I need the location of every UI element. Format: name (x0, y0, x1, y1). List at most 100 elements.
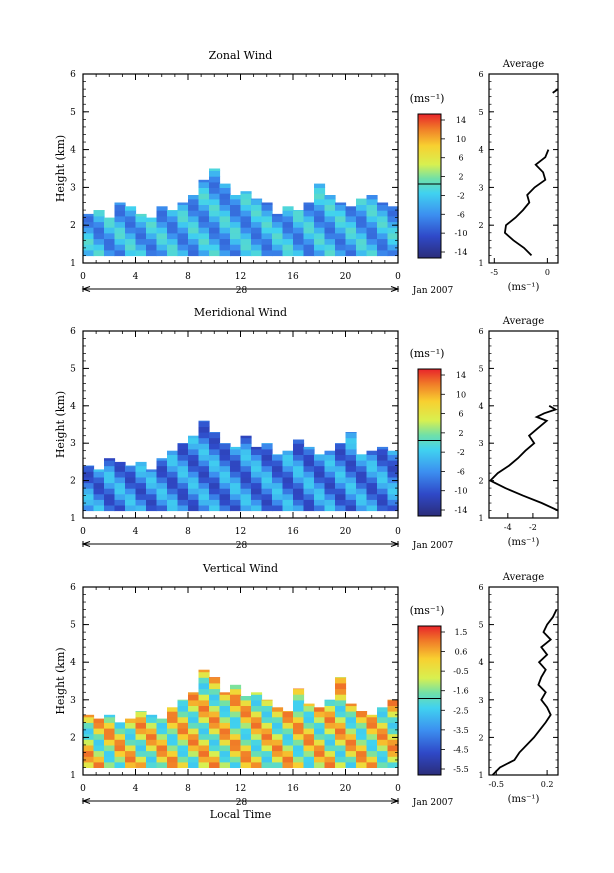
heatmap-cell (240, 249, 252, 257)
heatmap-cell (114, 733, 126, 740)
heatmap-cell (314, 739, 326, 746)
heatmap-cell (387, 465, 399, 472)
colorbar-tick-label: -2 (457, 191, 465, 200)
heatmap-cell (261, 728, 273, 735)
heatmap-cell (377, 750, 389, 757)
heatmap-cell (167, 728, 179, 735)
heatmap-cell (387, 476, 399, 484)
heatmap-cell (114, 221, 126, 228)
heatmap-cell (251, 238, 263, 245)
heatmap-cell (377, 454, 389, 461)
heatmap-cell (188, 435, 200, 439)
heatmap-cell (293, 493, 305, 500)
heatmap-cell (377, 499, 389, 506)
heatmap-cell (125, 761, 137, 768)
heatmap-cell (303, 703, 315, 707)
heatmap-cell (272, 493, 284, 500)
heatmap-cell (156, 232, 168, 240)
heatmap-field (83, 420, 399, 512)
x-tick-label: 4 (133, 272, 139, 282)
heatmap-cell (282, 206, 294, 211)
heatmap-cell (293, 443, 305, 450)
heatmap-cell (83, 465, 95, 472)
heatmap-cell (83, 728, 95, 735)
heatmap-cell (345, 227, 357, 234)
heatmap-cell (188, 198, 200, 205)
heatmap-cell (282, 471, 294, 478)
heatmap-cell (219, 488, 231, 495)
heatmap-cell (335, 204, 347, 211)
heatmap-cell (356, 221, 368, 228)
heatmap-cell (240, 191, 252, 194)
heatmap-cell (345, 454, 357, 461)
heatmap-cell (219, 448, 231, 455)
heatmap-cell (251, 249, 263, 257)
heatmap-cell (387, 460, 399, 467)
heatmap-cell (366, 238, 378, 245)
heatmap-cell (93, 504, 105, 512)
heatmap-cell (219, 750, 231, 757)
heatmap-cell (219, 232, 231, 240)
colorbar-label: (ms⁻¹) (410, 347, 445, 360)
heatmap-cell (114, 488, 126, 495)
heatmap-cell (146, 756, 158, 763)
heatmap-cell (125, 750, 137, 757)
heatmap-cell (93, 744, 105, 752)
heatmap-cell (209, 170, 221, 177)
x-tick-label: 12 (235, 784, 246, 794)
heatmap-cell (177, 493, 189, 500)
heatmap-cell (146, 504, 158, 512)
heatmap-cell (324, 756, 336, 763)
y-tick-label: 6 (70, 70, 76, 80)
heatmap-cell (104, 238, 116, 245)
heatmap-cell (198, 420, 210, 422)
heatmap-cell (251, 493, 263, 500)
heatmap-cell (387, 705, 399, 712)
heatmap-cell (377, 204, 389, 211)
heatmap-cell (261, 705, 273, 712)
day-axis-arrow (390, 541, 400, 547)
heatmap-cell (209, 482, 221, 489)
heatmap-cell (356, 198, 368, 205)
heatmap-cell (261, 756, 273, 763)
heatmap-cell (188, 227, 200, 234)
heatmap-cell (261, 465, 273, 472)
heatmap-cell (125, 471, 137, 478)
heatmap-cell (272, 227, 284, 234)
heatmap-cell (167, 739, 179, 746)
heatmap-cell (387, 722, 399, 729)
heatmap-cell (303, 244, 315, 251)
heatmap-cell (198, 232, 210, 240)
heatmap-cell (230, 750, 242, 757)
heatmap-cell (93, 733, 105, 740)
heatmap-cell (209, 699, 221, 706)
heatmap-cell (335, 227, 347, 234)
heatmap-cell (251, 716, 263, 723)
heatmap-cell (188, 744, 200, 752)
y-tick-label: 6 (70, 583, 76, 593)
heatmap-cell (303, 227, 315, 234)
heatmap-cell (209, 493, 221, 500)
heatmap-cell (335, 756, 347, 763)
heatmap-cell (324, 232, 336, 240)
heatmap-cell (188, 699, 200, 706)
heatmap-cell (293, 688, 305, 690)
heatmap-cell (219, 722, 231, 729)
heatmap-cell (345, 493, 357, 500)
heatmap-cell (345, 215, 357, 223)
heatmap-cell (146, 716, 158, 723)
heatmap-cell (345, 437, 357, 444)
heatmap-cell (219, 739, 231, 746)
x-axis-label: Local Time (210, 808, 271, 821)
heatmap-cell (219, 244, 231, 251)
average-frame (488, 330, 559, 519)
heatmap-cell (345, 210, 357, 217)
heatmap-cell (261, 733, 273, 740)
colorbar-tick-label: -10 (455, 229, 468, 238)
heatmap-field (83, 168, 399, 257)
heatmap-cell (125, 227, 137, 234)
heatmap-cell (356, 238, 368, 245)
y-tick-label: 2 (70, 733, 76, 743)
heatmap-cell (156, 733, 168, 740)
y-tick-label: 5 (70, 621, 76, 631)
